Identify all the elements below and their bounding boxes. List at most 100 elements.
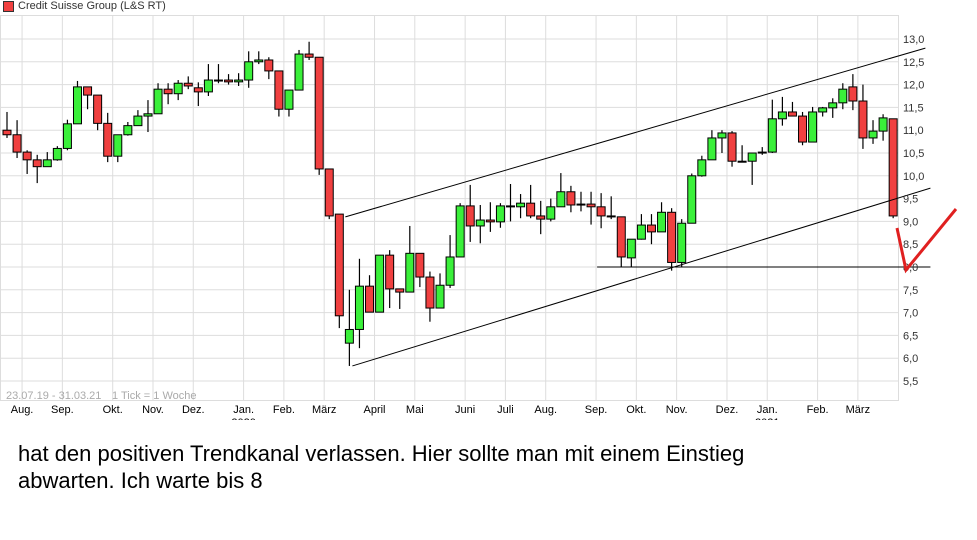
candle	[103, 112, 113, 163]
candle-body	[858, 100, 868, 139]
candle	[858, 84, 868, 149]
candle-body	[264, 59, 274, 72]
candle	[485, 202, 495, 232]
candle	[526, 184, 536, 219]
candle	[113, 134, 123, 163]
candle	[787, 101, 797, 117]
candle	[566, 185, 576, 213]
candle	[324, 168, 334, 220]
candle	[687, 173, 697, 224]
candle	[234, 73, 244, 86]
candle	[153, 83, 163, 115]
x-tick-label: Sep.	[585, 404, 608, 416]
candle-body	[828, 102, 838, 109]
candle-body	[254, 59, 264, 63]
candle	[798, 111, 808, 146]
candle-body	[294, 53, 304, 91]
candle	[173, 80, 183, 101]
candle	[727, 131, 737, 167]
candle-body	[596, 206, 606, 217]
candle-body	[103, 122, 113, 157]
y-tick-label: 11,0	[903, 125, 924, 137]
candle	[616, 216, 626, 267]
candle-body	[354, 285, 364, 330]
candle-body	[52, 147, 62, 161]
candle-body	[113, 134, 123, 157]
candle	[848, 74, 858, 111]
candle	[606, 196, 616, 220]
candle	[465, 184, 475, 242]
x-tick-label: Mai	[406, 404, 424, 416]
candle-body	[193, 87, 203, 93]
candle-body	[375, 254, 385, 313]
candle	[445, 235, 455, 288]
candle	[808, 106, 818, 143]
candle-body	[314, 56, 324, 170]
chart-title: Credit Suisse Group (L&S RT)	[18, 0, 166, 12]
candle	[818, 106, 828, 117]
checkmark-annotation	[895, 208, 958, 274]
x-tick-label: Aug.	[534, 404, 557, 416]
candle	[133, 110, 143, 127]
y-tick-label: 7,0	[903, 308, 918, 320]
candle	[22, 150, 32, 174]
candle-body	[566, 191, 576, 206]
candle-body	[415, 252, 425, 278]
candle-body	[153, 88, 163, 115]
candle-body	[777, 111, 787, 120]
candle	[93, 94, 103, 131]
candle-body	[2, 129, 12, 136]
candle	[314, 56, 324, 175]
lower-channel	[352, 187, 931, 367]
candle-body	[203, 79, 213, 93]
candle-body	[687, 175, 697, 224]
x-tick-label: April	[364, 404, 386, 416]
candle-body	[848, 86, 858, 102]
candle	[636, 214, 646, 240]
candle	[203, 64, 213, 96]
x-tick-label: März	[312, 404, 336, 416]
candle	[828, 98, 838, 118]
y-tick-label: 7,5	[903, 285, 918, 297]
candle-body	[657, 211, 667, 233]
y-tick-label: 8,5	[903, 239, 918, 251]
tick-label: 1 Tick = 1 Woche	[112, 390, 196, 402]
candle	[294, 49, 304, 91]
candle	[304, 41, 314, 60]
candle	[576, 191, 586, 212]
candle	[646, 214, 656, 245]
candle-body	[677, 222, 687, 263]
x-tick-label: Sep.	[51, 404, 74, 416]
candle-body	[868, 130, 878, 139]
candle	[536, 200, 546, 235]
candle	[868, 120, 878, 144]
x-axis: Aug.Sep.Okt.Nov.Dez.Jan.2020Feb.MärzApri…	[11, 404, 870, 420]
y-tick-label: 6,5	[903, 330, 918, 342]
candle-body	[485, 219, 495, 223]
candle	[83, 86, 93, 110]
candle-body	[324, 168, 334, 217]
candle-body	[667, 211, 677, 263]
candle-body	[626, 238, 636, 259]
candle-body	[224, 79, 234, 83]
candle-body	[183, 82, 193, 87]
candle-body	[385, 254, 395, 290]
candle	[747, 152, 757, 185]
candle	[878, 114, 888, 141]
x-tick-label: Feb.	[807, 404, 829, 416]
x-tick-label: Okt.	[626, 404, 646, 416]
candle	[838, 83, 848, 110]
candle	[193, 82, 203, 107]
candle-body	[546, 206, 556, 220]
candles	[2, 41, 898, 366]
candle-body	[234, 79, 244, 83]
x-tick-label: Feb.	[273, 404, 295, 416]
candle-body	[475, 219, 485, 227]
candle	[42, 152, 52, 168]
candle-body	[365, 285, 375, 313]
upper-channel	[345, 47, 926, 218]
candle	[72, 80, 82, 125]
candle	[546, 198, 556, 222]
candle	[455, 203, 465, 258]
y-tick-label: 9,0	[903, 216, 918, 228]
